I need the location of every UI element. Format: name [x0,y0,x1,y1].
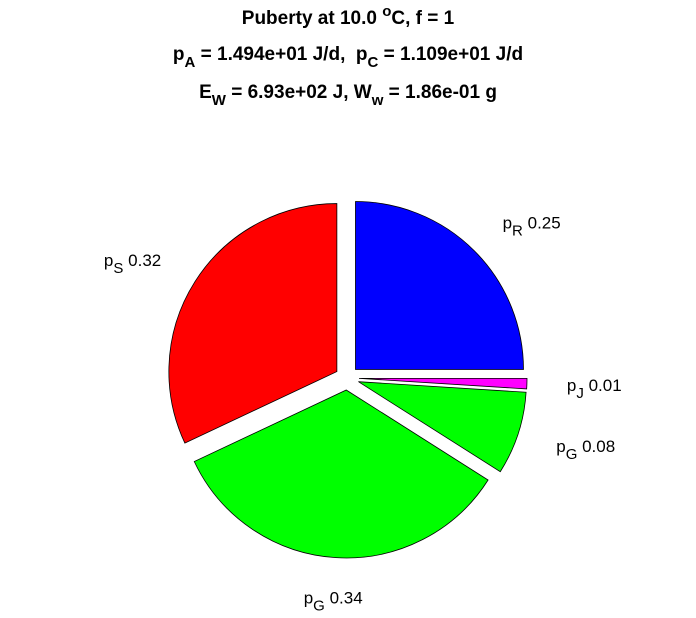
title-run: = 1.86e-01 g [383,82,497,103]
slice-label-name: p [567,376,576,395]
pie-slice [358,377,528,390]
title-run: C, f = 1 [391,8,454,29]
slice-label-sub: J [576,385,584,402]
slice-label: pG 0.08 [556,437,615,463]
slice-value-label: 0.01 [589,376,622,395]
slice-label-sub: R [512,222,523,239]
chart-title: pA = 1.494e+01 J/d, pC = 1.109e+01 J/d [173,44,523,71]
slice-label-name: p [503,213,512,232]
slice-label-sub: G [566,446,578,463]
title-run: C [368,54,379,71]
slice-label: pS 0.32 [104,251,161,277]
pie-slice [358,381,527,473]
slice-label: pJ 0.01 [567,376,622,402]
title-run: o [382,3,391,20]
slice-label: pG 0.34 [304,589,363,615]
slice-label-sub: S [113,260,123,277]
slice-label-name: p [104,251,113,270]
title-run: A [185,54,196,71]
title-run: Puberty at 10.0 [242,8,382,29]
slice-value-label: 0.08 [582,437,615,456]
title-run: E [199,82,212,103]
title-run: = 6.93e+02 J, W [226,82,372,103]
slice-label-sub: G [313,598,325,615]
slice-label-name: p [304,589,313,608]
pie-slice [168,203,338,444]
title-run: w [371,92,384,109]
chart-title: Puberty at 10.0 oC, f = 1 [242,3,455,29]
slice-value-label: 0.32 [128,251,161,270]
slice-value-label: 0.34 [330,589,363,608]
title-run: p [173,44,185,65]
title-run: = 1.494e+01 J/d, p [195,44,367,65]
pie-slice [355,201,524,370]
title-run: = 1.109e+01 J/d [378,44,523,65]
chart-title: EW = 6.93e+02 J, Ww = 1.86e-01 g [199,82,497,109]
slice-label: pR 0.25 [503,213,561,239]
slice-value-label: 0.25 [528,213,561,232]
slice-label-name: p [556,437,565,456]
pie-slice [193,389,489,559]
title-run: W [212,92,227,109]
